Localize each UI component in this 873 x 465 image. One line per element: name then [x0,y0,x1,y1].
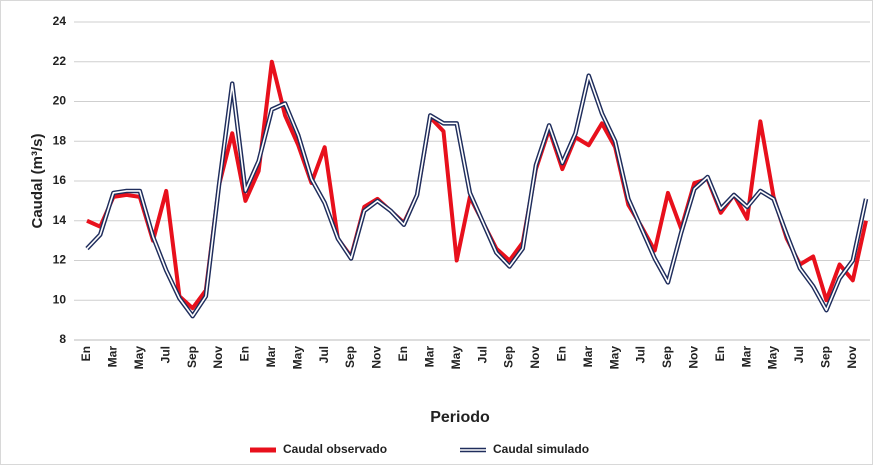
x-tick-label: Nov [528,346,542,369]
legend-label: Caudal simulado [493,442,589,456]
x-tick-label: Sep [819,346,833,368]
y-axis-label: Caudal (m³/s) [29,133,46,228]
x-axis-label: Periodo [430,409,490,426]
y-tick-label: 14 [53,213,67,227]
x-tick-label: Nov [687,346,701,369]
x-tick-label: Nov [845,346,859,369]
x-tick-label: May [449,346,463,370]
y-tick-label: 22 [53,54,67,68]
x-tick-label: En [396,346,410,361]
x-tick-label: Mar [422,346,436,368]
y-tick-label: 24 [53,14,67,28]
y-tick-label: 18 [53,133,67,147]
x-tick-label: Nov [370,346,384,369]
x-tick-label: Mar [264,346,278,368]
x-tick-label: En [713,346,727,361]
x-tick-label: Nov [211,346,225,369]
x-tick-label: Jul [475,346,489,363]
x-tick-label: Jul [634,346,648,363]
x-tick-label: En [554,346,568,361]
x-tick-label: Jul [317,346,331,363]
x-tick-label: May [607,346,621,370]
legend-label: Caudal observado [283,442,387,456]
y-tick-label: 12 [53,253,67,267]
x-tick-label: Sep [185,346,199,368]
x-tick-label: En [79,346,93,361]
y-tick-label: 20 [53,94,67,108]
x-tick-label: Mar [739,346,753,368]
y-tick-label: 8 [59,332,66,346]
x-tick-label: May [290,346,304,370]
x-tick-label: May [132,346,146,370]
x-tick-label: Mar [106,346,120,368]
y-tick-label: 16 [53,173,67,187]
x-tick-label: En [238,346,252,361]
x-tick-label: May [766,346,780,370]
x-tick-label: Sep [502,346,516,368]
x-tick-label: Mar [581,346,595,368]
x-tick-label: Sep [660,346,674,368]
x-tick-label: Jul [158,346,172,363]
x-tick-label: Jul [792,346,806,363]
series-line-inner [86,74,867,317]
x-tick-label: Sep [343,346,357,368]
y-tick-label: 10 [53,292,67,306]
